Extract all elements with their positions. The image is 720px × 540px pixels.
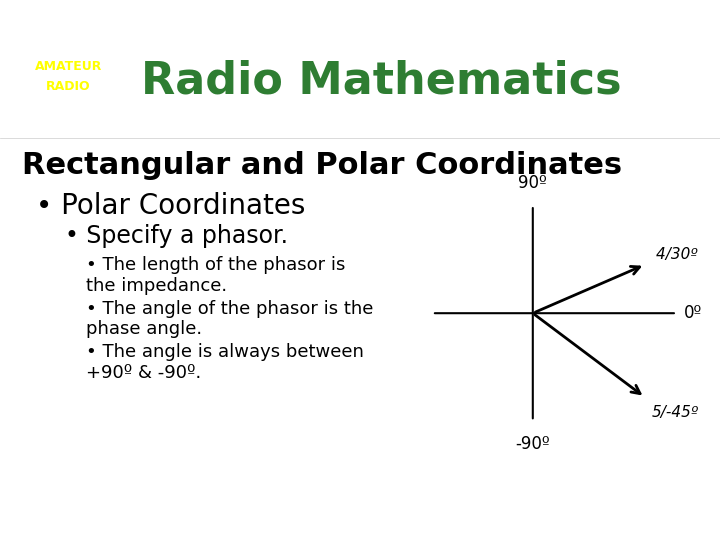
Text: • The length of the phasor is
the impedance.: • The length of the phasor is the impeda… (86, 256, 346, 295)
Text: • Polar Coordinates: • Polar Coordinates (36, 192, 305, 220)
Text: 5/-45º: 5/-45º (652, 406, 699, 420)
Text: W9LUU.org: W9LUU.org (51, 111, 86, 116)
Text: AMATEUR: AMATEUR (35, 60, 102, 73)
Text: • Specify a phasor.: • Specify a phasor. (65, 224, 288, 248)
Text: Radio Mathematics: Radio Mathematics (141, 59, 622, 103)
Text: WABASH VALLEY: WABASH VALLEY (36, 45, 101, 52)
Text: 90º: 90º (518, 174, 547, 192)
Text: • The angle is always between
+90º & -90º.: • The angle is always between +90º & -90… (86, 343, 364, 382)
Text: RADIO: RADIO (46, 80, 91, 93)
Text: Rectangular and Polar Coordinates: Rectangular and Polar Coordinates (22, 151, 622, 180)
Text: 0º: 0º (684, 304, 702, 322)
Text: 4​/30º: 4​/30º (656, 247, 698, 262)
Text: • The angle of the phasor is the
phase angle.: • The angle of the phasor is the phase a… (86, 300, 374, 339)
Text: -90º: -90º (516, 435, 550, 453)
